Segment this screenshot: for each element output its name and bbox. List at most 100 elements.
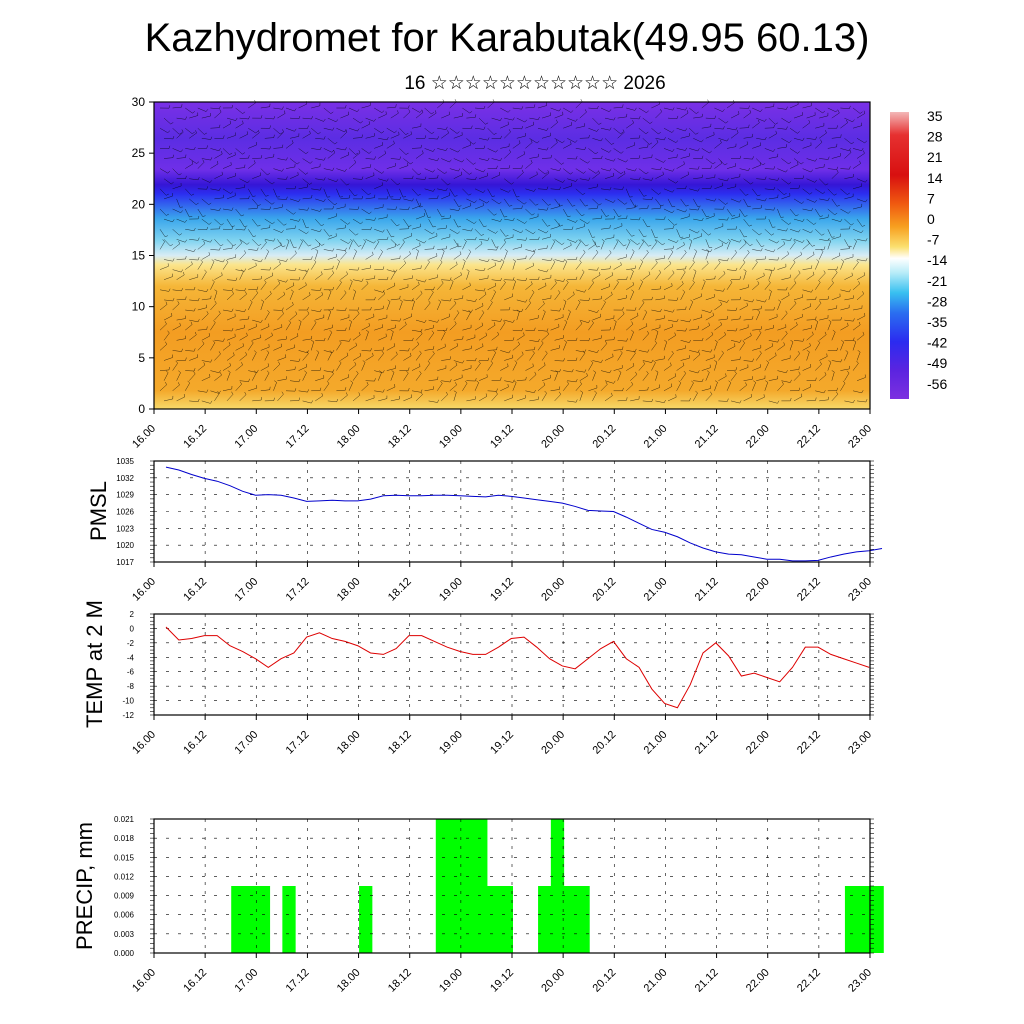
pmsl-ytick-label: 1029 [116,491,134,500]
precip-xtick-label: 21.12 [693,967,721,995]
precip-bar [550,819,565,953]
pmsl-xtick-label: 18.00 [335,576,363,604]
precip-xtick-label: 18.12 [386,967,414,995]
temp-ytick-label: -8 [127,682,135,691]
temp-grid [150,613,874,716]
temp-frame [153,613,871,716]
temp-ytick-label: 2 [130,610,135,619]
temp-x-axis: 16.00 16.12 17.00 17.12 18.00 18.12 19.00 19.12… [130,715,874,757]
temp-xtick-label: 21.12 [693,729,721,757]
cross-section-xtick-label: 22.12 [795,423,823,451]
pmsl-xtick-label: 21.00 [642,576,670,604]
colorbar-label: -49 [927,355,947,371]
precip-grid [150,818,874,954]
temp-xtick-label: 23.00 [846,729,874,757]
pmsl-ytick-label: 1020 [116,541,134,550]
temp-line [165,626,870,709]
precip-xtick-label: 17.00 [232,967,260,995]
precip-ytick-label: 0.015 [114,853,135,862]
precip-bar [231,886,271,953]
pmsl-xtick-label: 16.12 [181,576,209,604]
precip-ytick-label: 0.006 [114,911,135,920]
cross-section-field [154,102,870,409]
precip-xtick-label: 22.00 [744,967,772,995]
colorbar-label: -21 [927,273,947,289]
precip-xtick-label: 23.00 [846,967,874,995]
cross-section-xtick-label: 23.00 [846,423,874,451]
cross-section-xtick-label: 18.00 [335,423,363,451]
colorbar-label: -7 [927,232,940,248]
precip-xtick-label: 22.12 [795,967,823,995]
cross-section-ytick-label: 25 [132,146,146,160]
temp-xtick-label: 18.00 [335,729,363,757]
colorbar-label: 28 [927,129,943,145]
precip-ytick-label: 0.018 [114,834,135,843]
temp-ytick-label: -2 [127,639,135,648]
precip-bar [538,886,552,953]
precip-ytick-label: 0.000 [114,949,135,958]
precip-xtick-label: 19.12 [488,967,516,995]
cross-section-xtick-label: 16.00 [130,423,158,451]
precip-ytick-label: 0.003 [114,930,135,939]
colorbar-label: -35 [927,314,947,330]
precip-xtick-label: 20.12 [590,967,618,995]
temp-xtick-label: 17.12 [284,729,312,757]
temp-ytick-label: 0 [130,624,135,633]
pmsl-y-axis: 1035 1032 1029 1026 1023 1020 1017 [116,457,134,567]
pmsl-xtick-label: 21.12 [693,576,721,604]
pmsl-xtick-label: 19.00 [437,576,465,604]
colorbar-label: -28 [927,293,947,309]
cross-section-ytick-label: 30 [132,95,146,109]
pmsl-xtick-label: 18.12 [386,576,414,604]
precip-ytick-label: 0.012 [114,872,135,881]
precip-xtick-label: 21.00 [642,967,670,995]
temp-ytick-label: -12 [122,711,134,720]
temp-ytick-label: -4 [127,653,135,662]
colorbar-label: 21 [927,149,943,165]
pmsl-frame [153,460,871,563]
cross-section-xtick-label: 21.12 [693,423,721,451]
precip-xtick-label: 19.00 [437,967,465,995]
precip-bars [231,819,884,953]
wind-barbs [159,98,868,404]
colorbar-label: 7 [927,190,935,206]
precip-ytick-label: 0.021 [114,815,135,824]
cross-section-xtick-label: 22.00 [744,423,772,451]
precip-bar [844,886,884,953]
pmsl-ylabel: PMSL [86,481,111,541]
cross-section-x-axis: 16.00 16.12 17.00 17.12 18.00 18.12 19.00 19.12… [130,409,874,451]
precip-bar [435,819,488,953]
precip-x-axis: 16.00 16.12 17.00 17.12 18.00 18.12 19.00 19.12… [130,953,874,995]
cross-section-xtick-label: 20.00 [539,423,567,451]
precip-bar [486,886,513,953]
temp-ylabel: TEMP at 2 M [82,600,107,728]
cross-section-xtick-label: 17.00 [232,423,260,451]
colorbar-gradient [890,112,909,399]
precip-xtick-label: 16.00 [130,967,158,995]
colorbar-label: 14 [927,170,943,186]
temp-xtick-label: 22.00 [744,729,772,757]
temp-xtick-label: 16.12 [181,729,209,757]
temp-ytick-label: -10 [122,697,134,706]
precip-ylabel: PRECIP, mm [72,822,97,950]
cross-section-panel: 0 5 10 15 20 25 30 16.00 16.12 17.00 17.12 18.00 18… [130,95,874,451]
cross-section-xtick-label: 16.12 [181,423,209,451]
temp-ytick-label: -6 [127,668,135,677]
precip-bar [563,886,590,953]
precip-xtick-label: 16.12 [181,967,209,995]
pmsl-line [165,466,883,562]
precip-bar [359,886,373,953]
pmsl-xtick-label: 17.00 [232,576,260,604]
pmsl-xtick-label: 19.12 [488,576,516,604]
cross-section-xtick-label: 20.12 [590,423,618,451]
temp-xtick-label: 21.00 [642,729,670,757]
pmsl-ytick-label: 1026 [116,508,134,517]
precip-y-axis: 0.021 0.018 0.015 0.012 0.009 0.006 0.003 0.000 [114,815,135,958]
pmsl-grid [150,460,874,563]
chart-title: Kazhydromet for Karabutak(49.95 60.13) [144,16,870,60]
colorbar-label: -14 [927,252,947,268]
precip-xtick-label: 20.00 [539,967,567,995]
temp-xtick-label: 22.12 [795,729,823,757]
